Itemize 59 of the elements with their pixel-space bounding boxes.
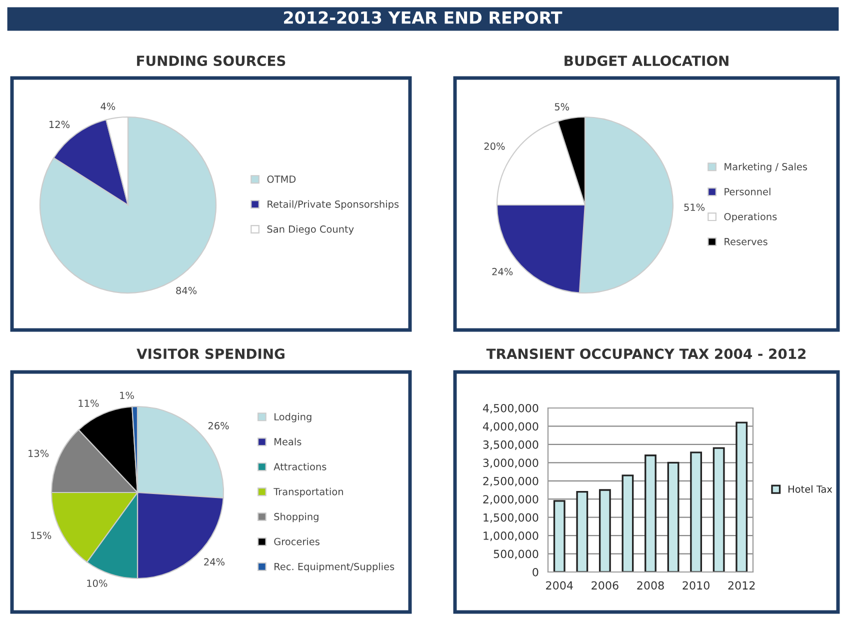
y-tick-label: 3,000,000	[483, 458, 538, 468]
y-tick-label: 1,000,000	[484, 532, 538, 542]
bar	[736, 422, 748, 572]
data-label: 5%	[554, 103, 570, 110]
y-tick-label: 0	[532, 568, 538, 576]
y-tick-label: 2,000,000	[483, 495, 538, 505]
bar	[690, 452, 702, 572]
data-label: 26%	[208, 422, 229, 430]
y-tick-label: 4,000,000	[482, 422, 538, 432]
bar	[598, 489, 611, 572]
legend-label: Groceries	[274, 538, 320, 546]
data-label: 11%	[78, 400, 99, 407]
bar	[712, 447, 725, 572]
legend-label: Shopping	[274, 512, 318, 522]
legend-label: Hotel Tax	[788, 485, 832, 493]
data-label: 15%	[31, 532, 52, 540]
legend-label: Marketing / Sales	[724, 162, 808, 172]
data-label: 24%	[204, 558, 225, 566]
chart-title: VISITOR SPENDING	[136, 348, 284, 360]
x-tick-label: 2010	[682, 581, 710, 590]
data-label: 51%	[684, 204, 705, 211]
legend-label: Retail/Private Sponsorships	[268, 200, 399, 210]
data-label: 1%	[120, 392, 134, 400]
y-tick-label: 500,000	[494, 550, 538, 560]
x-tick-label: 2008	[637, 581, 664, 590]
legend-label: Personnel	[724, 188, 770, 196]
legend-label: Attractions	[274, 462, 326, 470]
data-label: 12%	[50, 120, 70, 128]
bar	[644, 454, 656, 572]
data-label: 24%	[492, 268, 513, 276]
bar	[576, 490, 588, 572]
y-tick-label: 3,500,000	[483, 440, 538, 450]
bar	[553, 500, 566, 572]
data-label: 13%	[28, 450, 49, 458]
bar	[622, 474, 634, 572]
x-tick-label: 2006	[592, 581, 618, 590]
legend-label: Lodging	[274, 412, 312, 422]
x-tick-label: 2012	[728, 581, 755, 590]
data-label: 84%	[176, 286, 197, 294]
legend-label: Transportation	[274, 488, 343, 498]
data-label: 10%	[87, 580, 108, 587]
legend-label: Operations	[724, 212, 777, 222]
y-tick-label: 2,500,000	[483, 476, 538, 486]
y-tick-label: 4,500,000	[482, 404, 538, 414]
text: 2012-2013 YEAR END REPORT	[284, 11, 562, 24]
legend-label: OTMD	[267, 176, 296, 183]
chart-title: TRANSIENT OCCUPANCY TAX 2004 - 2012	[486, 348, 806, 360]
data-label: 4%	[100, 102, 116, 110]
pie-slice	[39, 116, 217, 294]
x-tick-label: 2004	[546, 581, 573, 590]
legend-label: Rec. Equipment/Supplies	[274, 562, 394, 572]
data-label: 20%	[484, 142, 505, 150]
chart-title: BUDGET ALLOCATION	[564, 56, 728, 66]
legend-label: San Diego County	[267, 225, 354, 235]
legend-label: Meals	[274, 438, 302, 446]
bar	[667, 462, 680, 572]
legend-label: Reserves	[724, 238, 768, 246]
y-tick-label: 1,500,000	[484, 513, 538, 523]
chart-title: FUNDING SOURCES	[137, 56, 286, 66]
